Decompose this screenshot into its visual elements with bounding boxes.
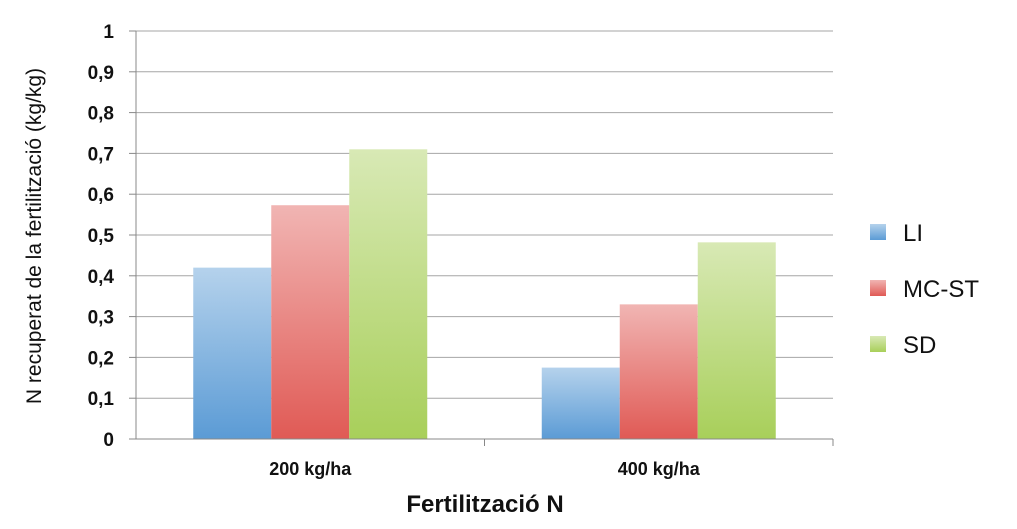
x-axis-label: Fertilització N [406,491,563,518]
axes [135,31,834,446]
y-tick-label: 0,3 [88,308,114,329]
legend-label: SD [903,332,936,359]
x-category-labels: 200 kg/ha 400 kg/ha [269,459,701,479]
bars [193,149,776,439]
y-tick-label: 0,2 [88,348,114,369]
legend-swatch [870,280,886,296]
bar-li-1 [193,267,272,439]
y-tick-label: 0,1 [88,389,115,410]
legend-label: MC-ST [903,276,979,303]
bar-mc-st-2 [619,304,698,439]
y-tick-labels: 0 0,1 0,2 0,3 0,4 0,5 0,6 0,7 0,8 0,9 1 [88,22,115,451]
bar-mc-st-1 [271,205,350,439]
x-category-label: 200 kg/ha [269,459,352,479]
legend-label: LI [903,220,923,247]
bar-sd-2 [697,242,776,439]
legend-swatch [870,224,886,240]
bar-sd-1 [349,149,428,439]
y-tick-label: 0 [103,430,114,451]
legend-swatch [870,336,886,352]
y-tick-label: 0,6 [88,185,114,206]
y-tick-label: 0,4 [88,267,115,288]
y-axis-label: N recuperat de la fertilització (kg/kg) [23,68,46,404]
legend: LI MC-ST SD [870,220,979,359]
y-tick-label: 0,7 [88,144,114,165]
y-tick-label: 1 [103,22,114,43]
bar-li-2 [541,367,620,439]
y-tick-label: 0,5 [88,226,115,247]
y-tick-label: 0,8 [88,104,114,125]
y-tick-label: 0,9 [88,63,114,84]
x-category-label: 400 kg/ha [618,459,701,479]
